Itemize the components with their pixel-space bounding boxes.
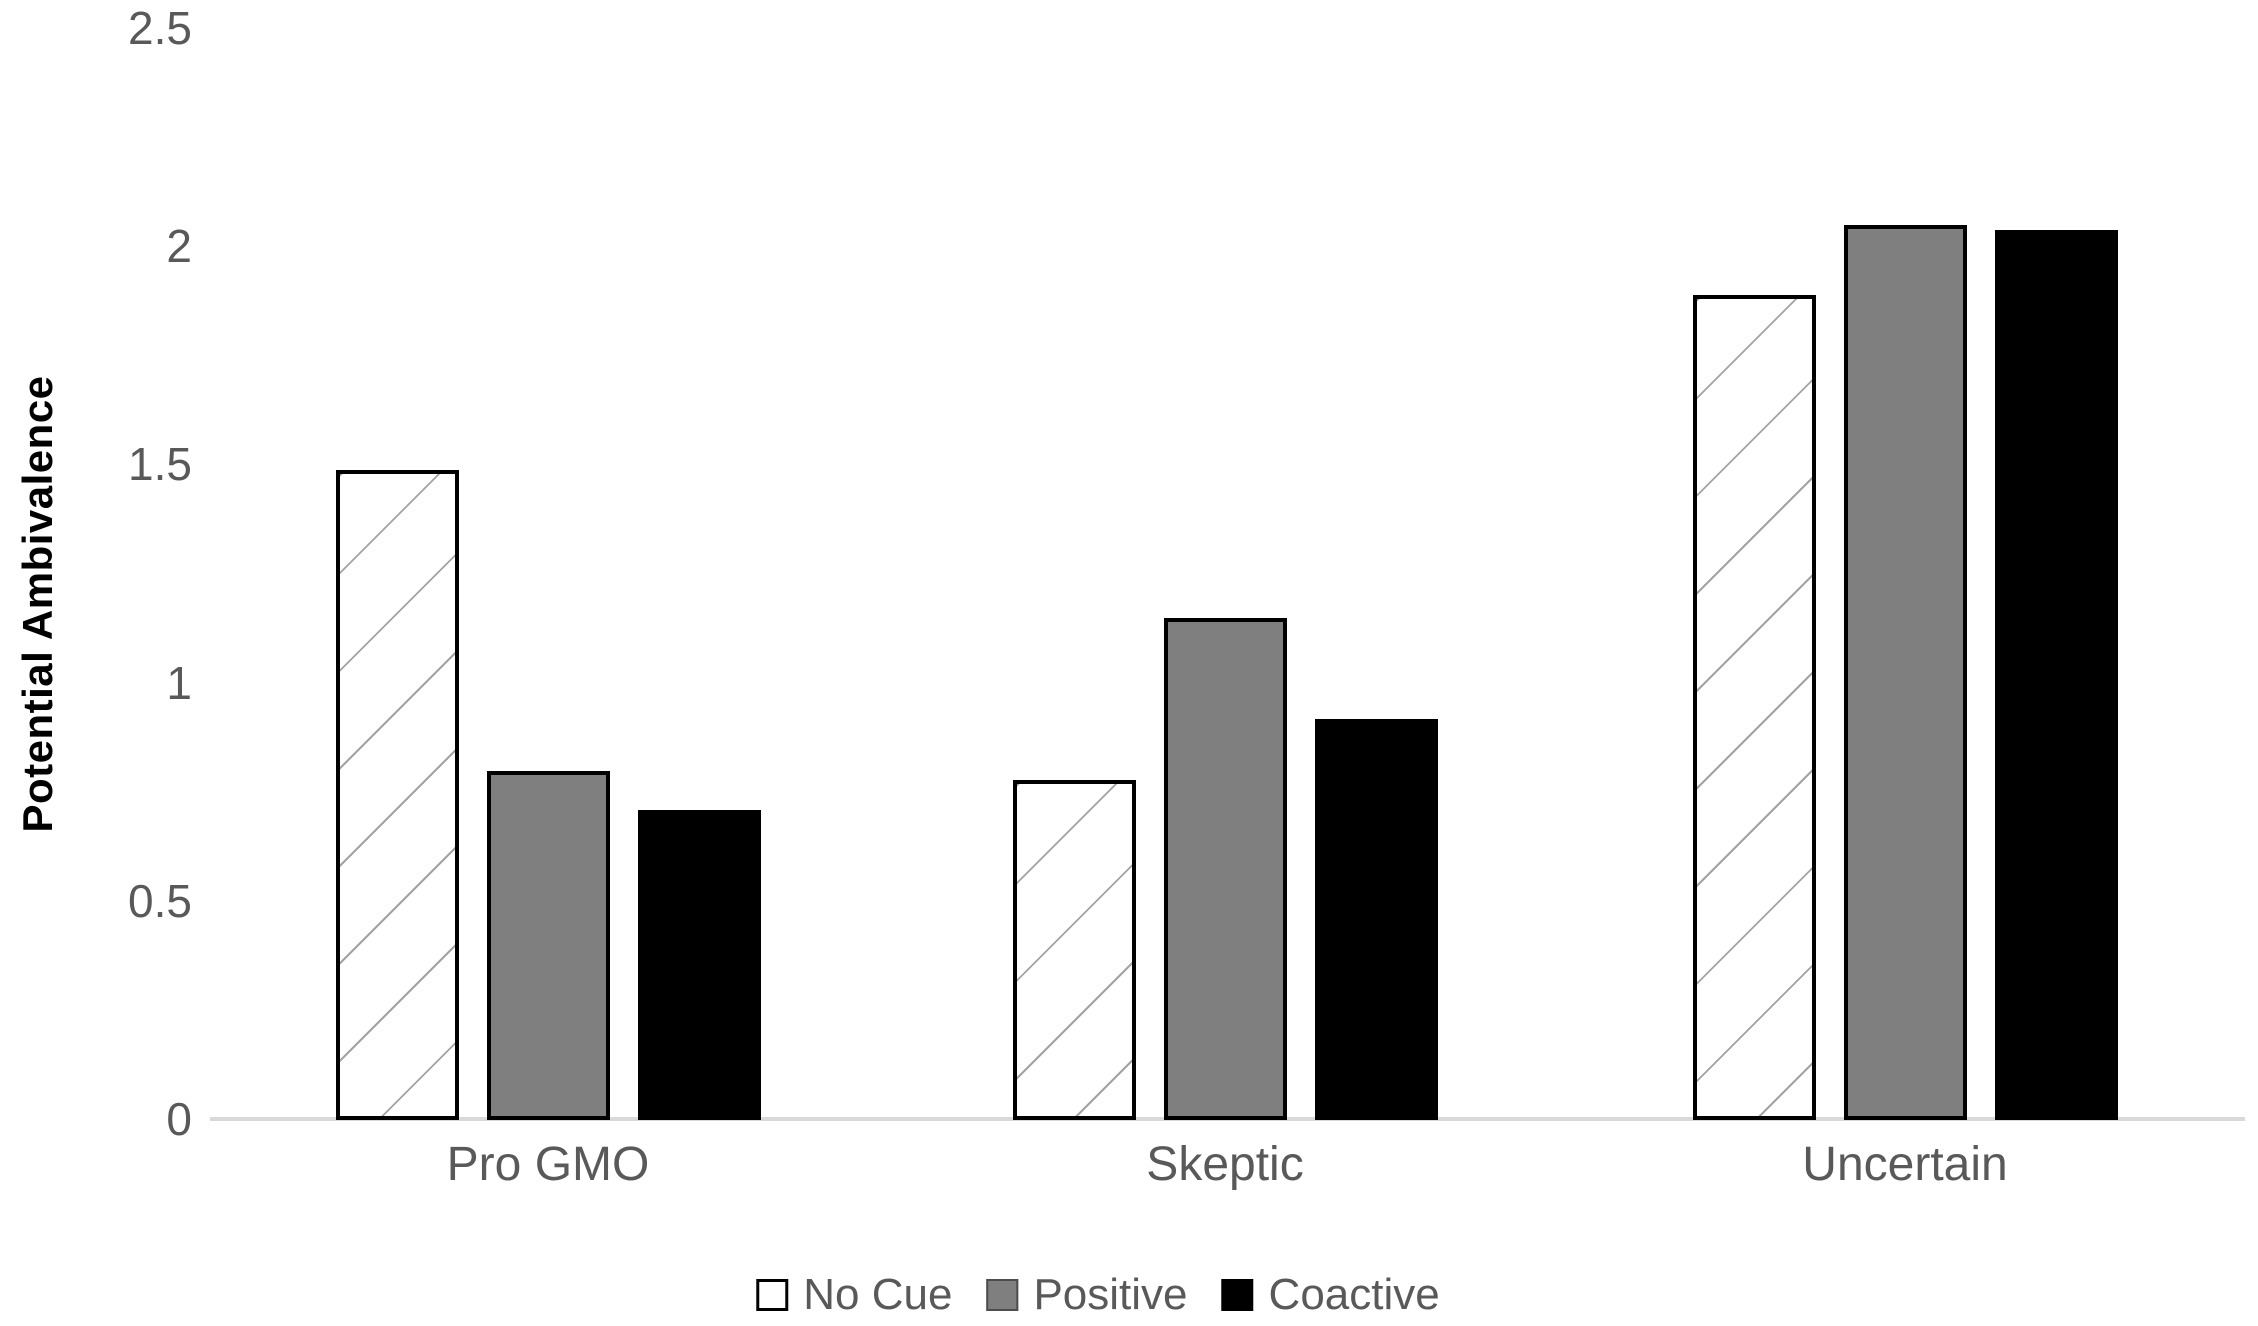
legend-label-positive: Positive — [1033, 1270, 1188, 1319]
y-tick-label-1-5: 1.5 — [128, 438, 192, 490]
legend-label-no-cue: No Cue — [803, 1270, 953, 1319]
bar-skeptic-positive — [1164, 618, 1287, 1120]
legend-swatch-coactive — [1221, 1279, 1254, 1311]
legend-item-coactive: Coactive — [1221, 1270, 1440, 1319]
y-tick-label-1: 1 — [166, 657, 192, 709]
y-tick-label-0: 0 — [166, 1093, 192, 1145]
category-label-skeptic: Skeptic — [1146, 1138, 1304, 1191]
category-label-uncertain: Uncertain — [1802, 1138, 2008, 1191]
legend-item-positive: Positive — [986, 1270, 1188, 1319]
category-label-pro-gmo: Pro GMO — [446, 1138, 650, 1191]
bar-skeptic-no-cue — [1013, 780, 1136, 1120]
legend-item-no-cue: No Cue — [756, 1272, 952, 1318]
y-tick-label-2: 2 — [166, 220, 192, 272]
bar-pro-gmo-no-cue — [336, 470, 459, 1120]
legend-label-coactive: Coactive — [1268, 1270, 1440, 1319]
y-tick-label-2-5: 2.5 — [128, 2, 192, 54]
y-tick-label-0-5: 0.5 — [128, 875, 192, 927]
legend: No Cue Positive Coactive — [756, 1270, 1440, 1319]
bar-pro-gmo-positive — [487, 771, 610, 1120]
legend-swatch-positive — [986, 1279, 1019, 1311]
bar-uncertain-positive — [1844, 225, 1967, 1120]
bar-skeptic-coactive — [1315, 719, 1438, 1120]
legend-swatch-no-cue — [756, 1279, 789, 1311]
bar-uncertain-coactive — [1995, 230, 2118, 1120]
bar-pro-gmo-coactive — [638, 810, 761, 1120]
bar-uncertain-no-cue — [1693, 295, 1816, 1120]
